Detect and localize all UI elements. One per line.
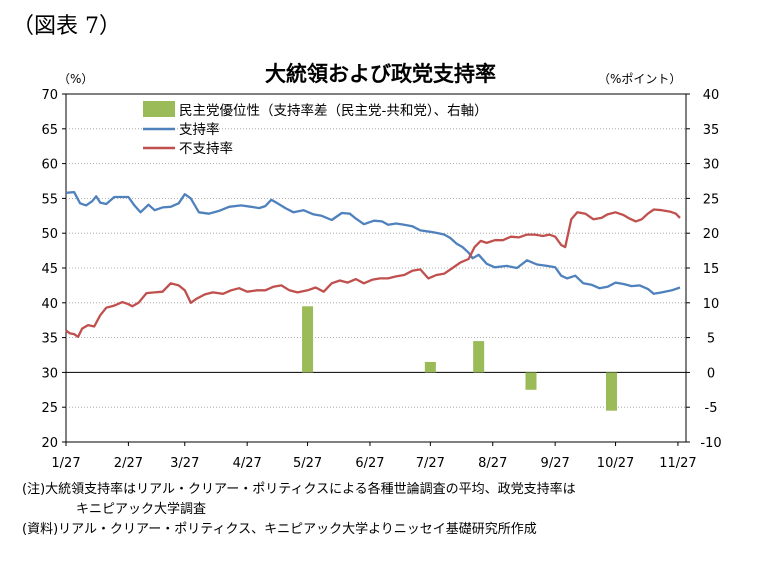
y2-tick-label: 5 [707, 332, 715, 347]
y2-tick-label: 25 [703, 192, 720, 207]
y2-tick-label: 35 [703, 123, 720, 138]
x-tick-label: 10/27 [597, 456, 634, 471]
y-tick-label: 30 [41, 366, 58, 381]
chart-title: 大統領および政党支持率 [265, 62, 496, 86]
y2-tick-label: -5 [705, 401, 718, 416]
y2-tick-label: 30 [703, 158, 720, 173]
figure-label: （図表 7） [12, 14, 121, 39]
legend-label: 民主党優位性（支持率差（民主党-共和党）、右軸） [179, 102, 488, 119]
y2-tick-label: -10 [700, 436, 721, 451]
x-tick-label: 2/27 [114, 456, 143, 471]
y-tick-label: 60 [41, 158, 58, 173]
right-axis-unit: （%ポイント） [598, 72, 682, 86]
approval-line [65, 190, 681, 295]
y-tick-label: 35 [41, 332, 58, 347]
y2-tick-label: 15 [703, 262, 720, 277]
y2-tick-label: 0 [707, 366, 715, 381]
y-tick-label: 45 [41, 262, 58, 277]
y2-tick-label: 40 [703, 88, 720, 103]
y-tick-label: 70 [41, 88, 58, 103]
x-tick-label: 5/27 [293, 456, 322, 471]
y-tick-label: 65 [41, 123, 58, 138]
legend-label: 不支持率 [179, 140, 233, 157]
x-tick-label: 11/27 [659, 456, 696, 471]
bar-democratic-advantage [525, 372, 537, 390]
y-tick-label: 20 [41, 436, 58, 451]
x-tick-label: 9/27 [541, 456, 570, 471]
disapproval-line [65, 208, 681, 339]
y2-tick-label: 10 [703, 297, 720, 312]
legend-label: 支持率 [179, 121, 220, 138]
notes-block: (注)大統領支持率はリアル・クリアー・ポリティクスによる各種世論調査の平均、政党… [0, 480, 576, 540]
y-tick-label: 40 [41, 297, 58, 312]
bar-democratic-advantage [424, 361, 436, 373]
x-tick-label: 8/27 [478, 456, 507, 471]
bar-democratic-advantage [473, 341, 485, 373]
y-tick-label: 50 [41, 227, 58, 242]
y2-tick-label: 20 [703, 227, 720, 242]
bar-democratic-advantage [302, 306, 314, 373]
source-text: (資料)リアル・クリアー・ポリティクス、キニピアック大学よりニッセイ基礎研究所作… [22, 522, 537, 537]
x-tick-label: 7/27 [416, 456, 445, 471]
legend-swatch-bar [143, 101, 175, 117]
x-tick-label: 6/27 [355, 456, 384, 471]
y-tick-label: 55 [41, 192, 58, 207]
note-text-continued: キニピアック大学調査 [76, 502, 207, 517]
bar-democratic-advantage [606, 372, 618, 411]
x-tick-label: 3/27 [170, 456, 199, 471]
x-tick-label: 4/27 [233, 456, 262, 471]
y-tick-label: 25 [41, 401, 58, 416]
note-text: (注)大統領支持率はリアル・クリアー・ポリティクスによる各種世論調査の平均、政党… [22, 482, 576, 497]
x-tick-label: 1/27 [51, 456, 80, 471]
left-axis-unit: （%） [58, 72, 94, 86]
